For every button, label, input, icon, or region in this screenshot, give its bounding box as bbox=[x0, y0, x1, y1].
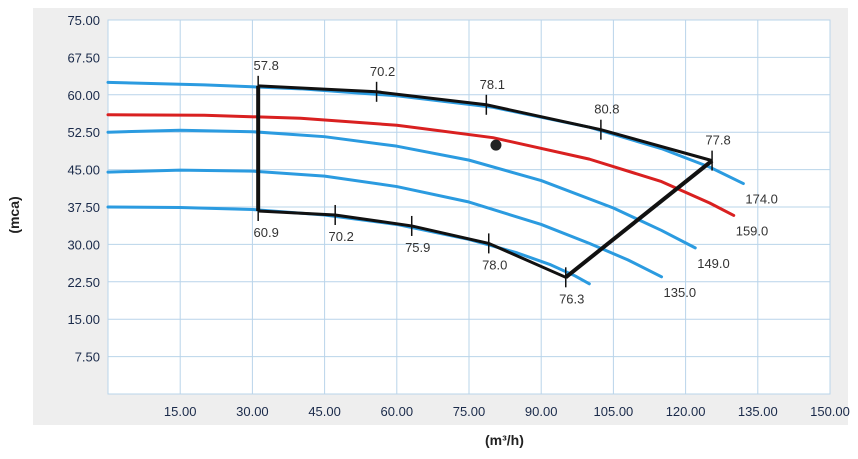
x-tick-label: 135.00 bbox=[738, 404, 778, 419]
x-tick-label: 30.00 bbox=[236, 404, 269, 419]
x-tick-label: 15.00 bbox=[164, 404, 197, 419]
efficiency-label: 60.9 bbox=[254, 225, 279, 240]
x-tick-label: 60.00 bbox=[381, 404, 414, 419]
curve-label: 135.0 bbox=[664, 285, 697, 300]
x-tick-label: 150.00 bbox=[810, 404, 850, 419]
x-axis-label: (m³/h) bbox=[485, 432, 524, 448]
operating-point-marker bbox=[490, 139, 502, 151]
y-axis-label: (mca) bbox=[6, 196, 22, 234]
y-tick-label: 15.00 bbox=[67, 312, 100, 327]
efficiency-label: 80.8 bbox=[594, 102, 619, 117]
x-tick-label: 45.00 bbox=[308, 404, 341, 419]
curve-label: 149.0 bbox=[697, 256, 730, 271]
y-tick-label: 7.50 bbox=[75, 350, 100, 365]
efficiency-label: 70.2 bbox=[329, 229, 354, 244]
x-tick-label: 90.00 bbox=[525, 404, 558, 419]
y-tick-label: 75.00 bbox=[67, 13, 100, 28]
y-tick-label: 22.50 bbox=[67, 275, 100, 290]
series-line bbox=[106, 168, 664, 279]
y-tick-label: 37.50 bbox=[67, 200, 100, 215]
efficiency-label: 75.9 bbox=[405, 240, 430, 255]
efficiency-label: 76.3 bbox=[559, 291, 584, 306]
y-tick-label: 60.00 bbox=[67, 88, 100, 103]
y-tick-label: 45.00 bbox=[67, 163, 100, 178]
efficiency-label: 57.8 bbox=[254, 58, 279, 73]
x-tick-label: 120.00 bbox=[666, 404, 706, 419]
y-tick-label: 67.50 bbox=[67, 50, 100, 65]
series-line bbox=[106, 113, 736, 217]
curve-label: 174.0 bbox=[745, 192, 778, 207]
efficiency-label: 77.8 bbox=[705, 133, 730, 148]
y-tick-label: 30.00 bbox=[67, 237, 100, 252]
x-tick-label: 75.00 bbox=[453, 404, 486, 419]
y-tick-label: 52.50 bbox=[67, 125, 100, 140]
efficiency-label: 78.0 bbox=[482, 257, 507, 272]
boundary-right-line bbox=[564, 159, 714, 279]
curve-label: 159.0 bbox=[736, 223, 769, 238]
efficiency-label: 70.2 bbox=[370, 64, 395, 79]
x-tick-label: 105.00 bbox=[594, 404, 634, 419]
efficiency-label: 78.1 bbox=[480, 77, 505, 92]
